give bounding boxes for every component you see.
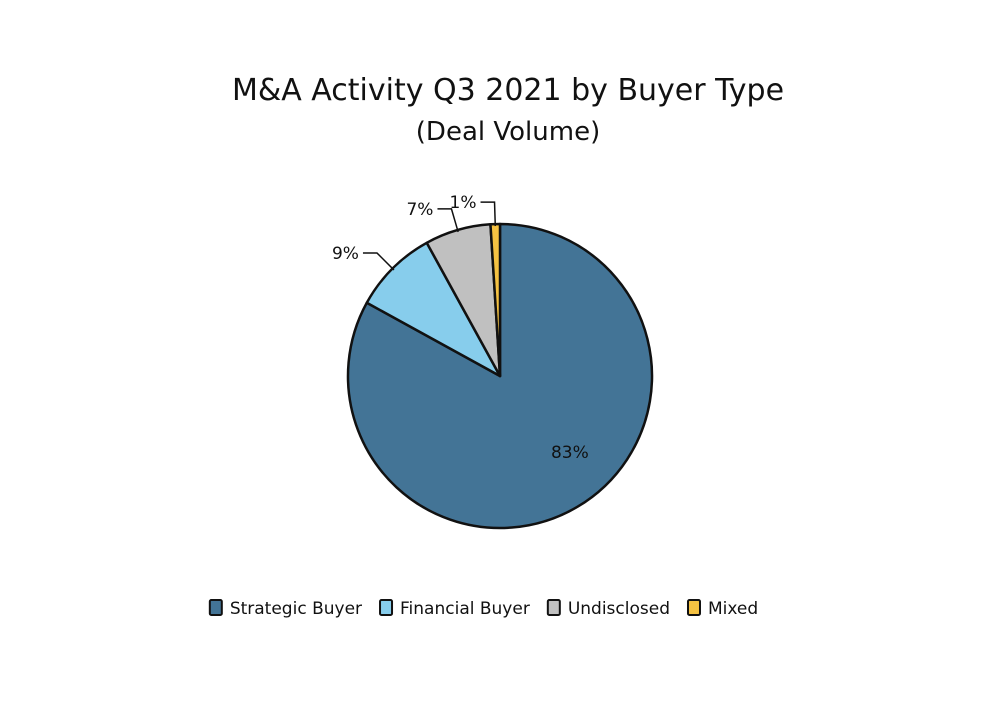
legend-label-mixed: Mixed [708, 599, 758, 619]
pie-slices [346, 222, 654, 530]
pie-leader-financial-buyer [362, 252, 395, 271]
legend-label-strategic-buyer: Strategic Buyer [230, 599, 362, 619]
legend-item-mixed: Mixed [686, 599, 758, 619]
pie-leader-undisclosed [437, 208, 459, 233]
chart-title: M&A Activity Q3 2021 by Buyer Type [232, 73, 784, 108]
pie-labels: 83% 9% 7% 1% [332, 193, 589, 463]
chart-subtitle: (Deal Volume) [416, 117, 600, 147]
pie-label-strategic-buyer: 83% [551, 443, 589, 463]
pie-leader-mixed [480, 201, 497, 227]
legend-swatch-strategic-buyer [208, 599, 223, 616]
legend: Strategic Buyer Financial Buyer Undisclose… [208, 599, 758, 619]
legend-swatch-financial-buyer [379, 599, 394, 616]
legend-item-undisclosed: Undisclosed [546, 599, 670, 619]
legend-item-financial-buyer: Financial Buyer [379, 599, 530, 619]
legend-swatch-mixed [686, 599, 701, 616]
legend-label-undisclosed: Undisclosed [568, 599, 670, 619]
pie-label-financial-buyer: 9% [332, 244, 359, 264]
pie-label-mixed: 1% [450, 193, 477, 213]
pie-label-undisclosed: 7% [406, 200, 433, 220]
legend-swatch-undisclosed [546, 599, 561, 616]
legend-label-financial-buyer: Financial Buyer [400, 599, 530, 619]
legend-item-strategic-buyer: Strategic Buyer [208, 599, 362, 619]
